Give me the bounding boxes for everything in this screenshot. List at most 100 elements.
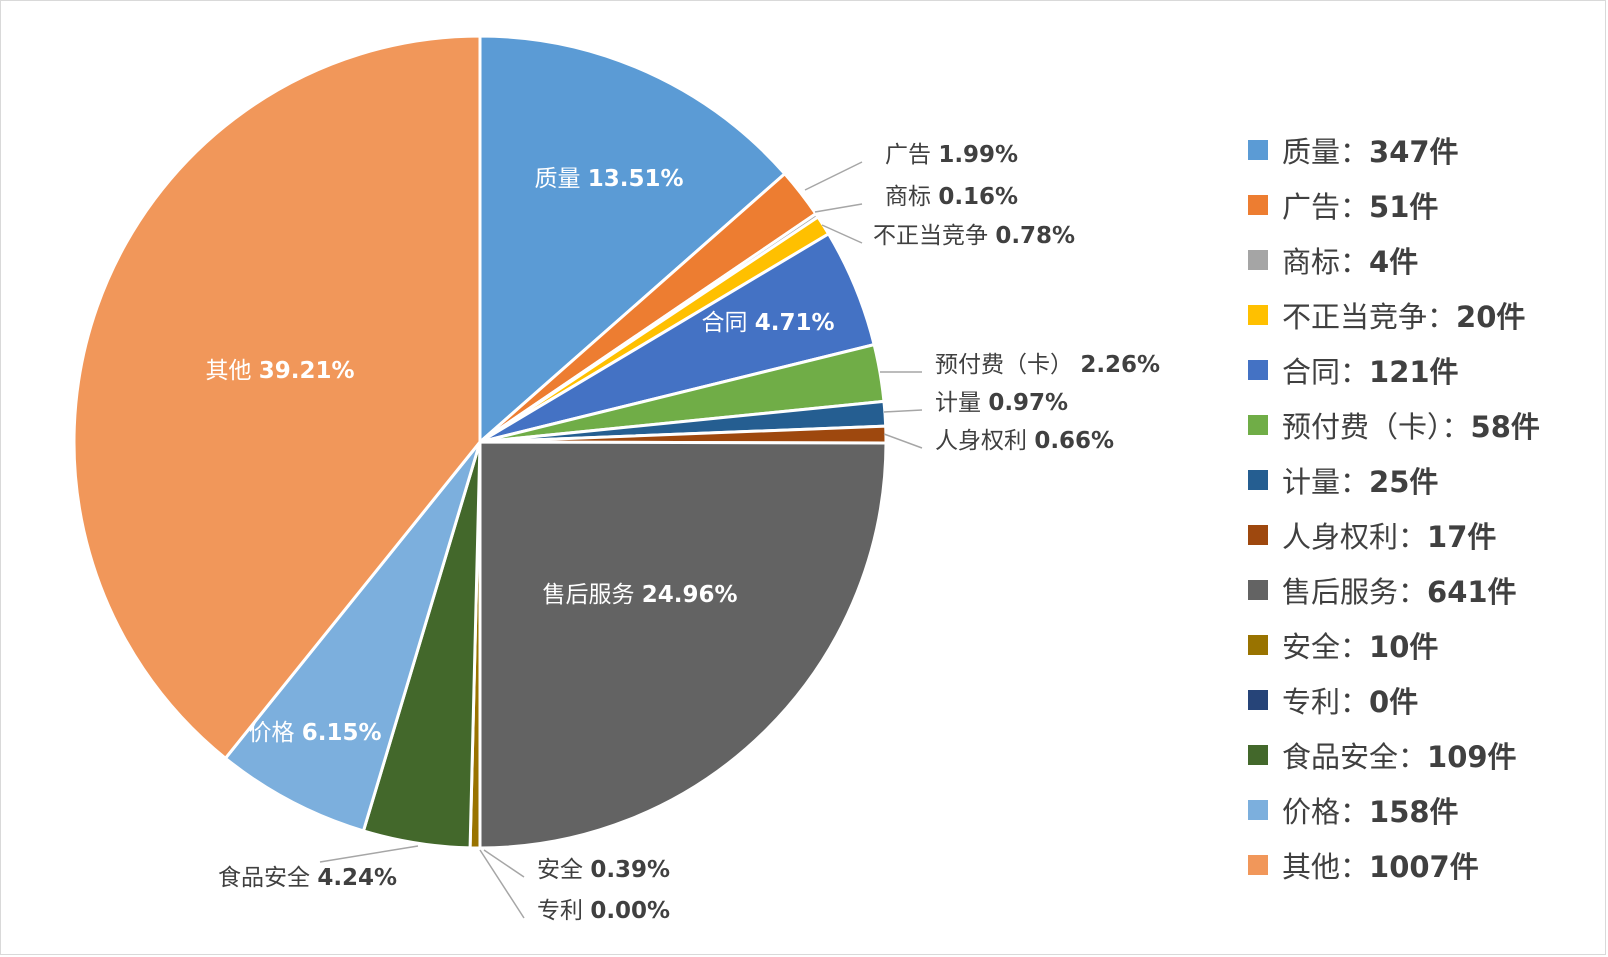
data-label-4: 合同 4.71% [701, 310, 834, 336]
legend-category: 安全： [1282, 629, 1370, 664]
data-label-12: 价格 6.15% [248, 720, 381, 746]
legend-item-13: 其他：1007件 [1248, 837, 1540, 892]
legend-swatch [1248, 634, 1268, 655]
data-label-percent: 0.78% [995, 223, 1075, 249]
legend-swatch [1248, 249, 1268, 270]
data-label-percent: 0.39% [590, 857, 670, 883]
legend-count: 0件 [1369, 684, 1419, 719]
legend-category: 计量： [1282, 464, 1370, 499]
data-label-category: 不正当竞争 [873, 223, 995, 249]
legend-category: 质量： [1282, 134, 1370, 169]
leader-line-2 [814, 203, 863, 213]
data-label-7: 人身权利 0.66% [935, 428, 1114, 454]
legend-category: 人身权利： [1282, 519, 1428, 554]
data-label-6: 计量 0.97% [935, 390, 1068, 416]
legend-label: 计量：25件 [1282, 459, 1438, 501]
legend-count: 25件 [1369, 464, 1439, 499]
data-label-category: 人身权利 [935, 428, 1034, 454]
data-label-category: 专利 [537, 898, 590, 924]
legend-count: 10件 [1369, 629, 1439, 664]
legend-label: 预付费（卡）：58件 [1282, 404, 1540, 446]
legend: 质量：347件 广告：51件 商标：4件 不正当竞争：20件 合同：121件 预付费（卡）… [1248, 122, 1540, 892]
legend-item-1: 广告：51件 [1248, 177, 1540, 232]
data-label-category: 价格 [248, 720, 301, 746]
legend-count: 641件 [1427, 574, 1517, 609]
data-label-2: 商标 0.16% [885, 184, 1018, 210]
legend-item-2: 商标：4件 [1248, 232, 1540, 287]
legend-category: 其他： [1282, 849, 1370, 884]
legend-category: 商标： [1282, 244, 1370, 279]
data-label-1: 广告 1.99% [885, 142, 1018, 168]
legend-item-12: 价格：158件 [1248, 782, 1540, 837]
legend-item-7: 人身权利：17件 [1248, 507, 1540, 562]
data-label-percent: 39.21% [259, 358, 355, 384]
legend-swatch [1248, 854, 1268, 875]
legend-label: 质量：347件 [1282, 129, 1459, 171]
legend-category: 专利： [1282, 684, 1370, 719]
data-label-category: 质量 [534, 166, 587, 192]
legend-swatch [1248, 579, 1268, 600]
legend-item-4: 合同：121件 [1248, 342, 1540, 397]
legend-item-5: 预付费（卡）：58件 [1248, 397, 1540, 452]
legend-label: 专利：0件 [1282, 679, 1418, 721]
legend-label: 人身权利：17件 [1282, 514, 1496, 556]
legend-category: 广告： [1282, 189, 1370, 224]
legend-swatch [1248, 194, 1268, 215]
legend-category: 售后服务： [1282, 574, 1428, 609]
legend-label: 商标：4件 [1282, 239, 1418, 281]
legend-label: 不正当竞争：20件 [1282, 294, 1525, 336]
pie-slice-0 [478, 34, 787, 444]
legend-item-9: 安全：10件 [1248, 617, 1540, 672]
pie-slice-12 [223, 440, 482, 833]
data-label-percent: 0.16% [938, 184, 1018, 210]
legend-count: 20件 [1456, 299, 1526, 334]
legend-item-8: 售后服务：641件 [1248, 562, 1540, 617]
data-label-percent: 0.97% [988, 390, 1068, 416]
legend-label: 广告：51件 [1282, 184, 1438, 226]
legend-category: 合同： [1282, 354, 1370, 389]
legend-category: 食品安全： [1282, 739, 1428, 774]
pie-slice-13 [72, 34, 482, 760]
data-label-category: 食品安全 [218, 865, 317, 891]
data-label-percent: 1.99% [938, 142, 1018, 168]
legend-label: 合同：121件 [1282, 349, 1459, 391]
leader-line-6 [883, 409, 923, 413]
data-label-percent: 6.15% [302, 720, 382, 746]
leader-line-10 [479, 849, 525, 919]
legend-swatch [1248, 359, 1268, 380]
legend-swatch [1248, 799, 1268, 820]
legend-item-10: 专利：0件 [1248, 672, 1540, 727]
legend-item-3: 不正当竞争：20件 [1248, 287, 1540, 342]
legend-item-6: 计量：25件 [1248, 452, 1540, 507]
data-label-category: 安全 [537, 857, 590, 883]
legend-count: 17件 [1427, 519, 1497, 554]
leader-line-1 [804, 161, 863, 191]
leader-line-3 [821, 224, 863, 244]
legend-label: 售后服务：641件 [1282, 569, 1517, 611]
legend-swatch [1248, 139, 1268, 160]
legend-category: 不正当竞争： [1282, 299, 1457, 334]
legend-count: 121件 [1369, 354, 1459, 389]
legend-swatch [1248, 469, 1268, 490]
pie-slice-8 [478, 440, 888, 850]
legend-count: 109件 [1427, 739, 1517, 774]
data-label-percent: 4.71% [755, 310, 835, 336]
data-label-percent: 13.51% [588, 166, 684, 192]
legend-count: 4件 [1369, 244, 1419, 279]
data-label-8: 售后服务 24.96% [542, 582, 737, 608]
legend-count: 51件 [1369, 189, 1439, 224]
leader-line-11 [319, 845, 419, 863]
legend-count: 347件 [1369, 134, 1459, 169]
data-label-11: 食品安全 4.24% [218, 865, 397, 891]
legend-swatch [1248, 744, 1268, 765]
data-label-category: 预付费（卡） [935, 352, 1080, 378]
legend-label: 安全：10件 [1282, 624, 1438, 666]
legend-category: 预付费（卡）： [1282, 409, 1471, 444]
legend-label: 其他：1007件 [1282, 844, 1479, 886]
data-label-category: 其他 [205, 358, 258, 384]
leader-line-7 [883, 433, 923, 449]
data-label-percent: 2.26% [1080, 352, 1160, 378]
legend-swatch [1248, 304, 1268, 325]
